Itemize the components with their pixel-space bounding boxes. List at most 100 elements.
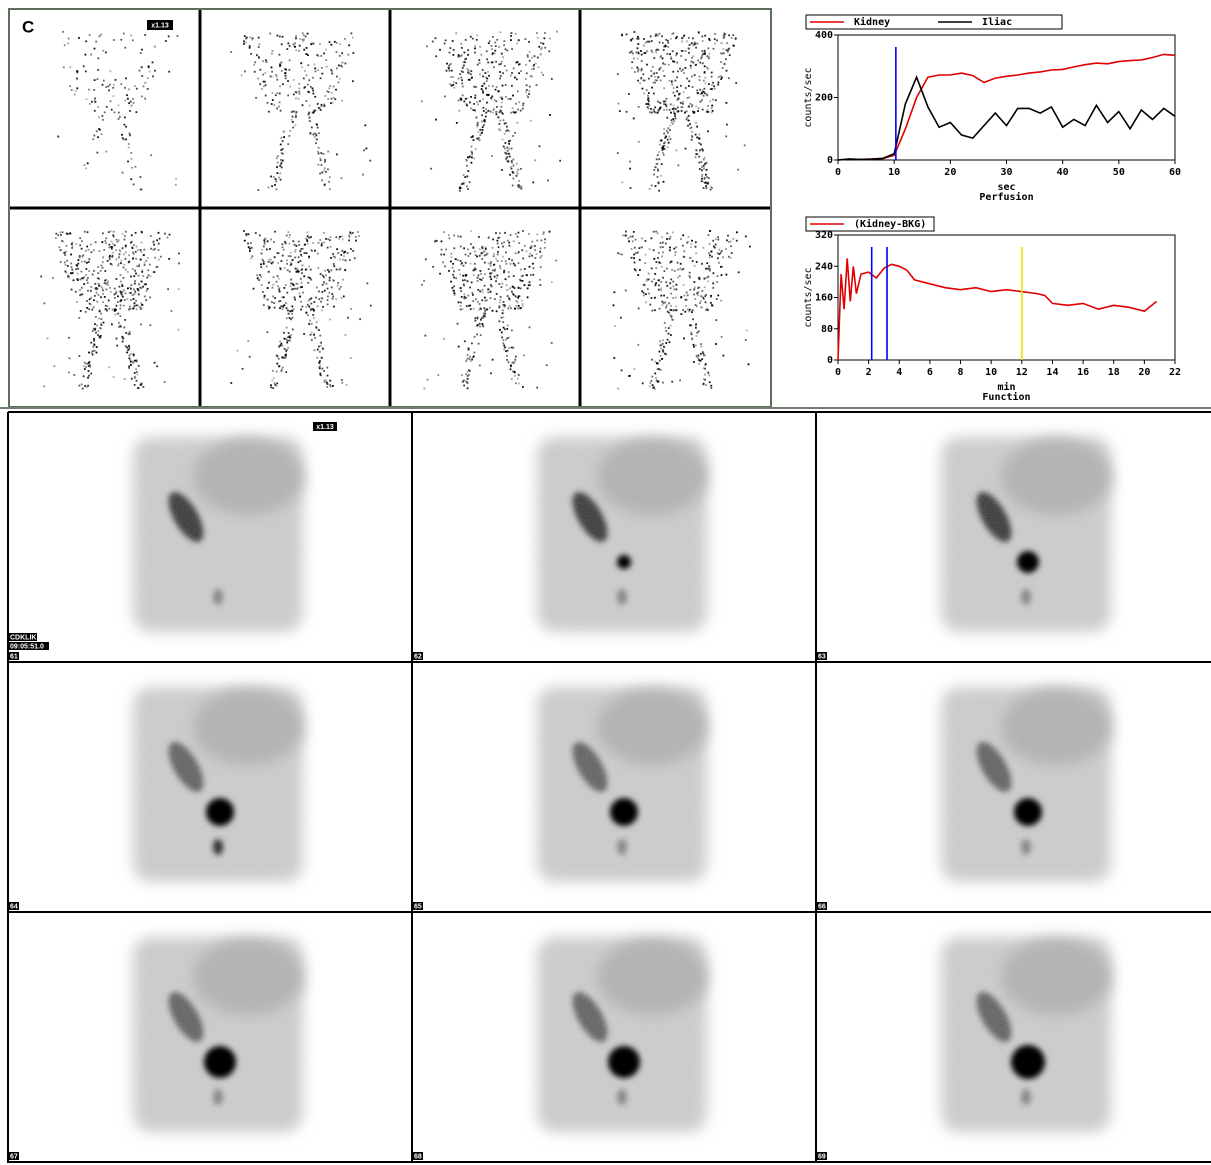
speckle — [68, 337, 70, 339]
speckle — [625, 235, 627, 237]
speckle — [674, 95, 676, 97]
speckle — [323, 232, 325, 234]
speckle — [738, 271, 740, 273]
speckle — [62, 31, 64, 33]
speckle — [695, 246, 697, 248]
speckle — [94, 79, 96, 81]
speckle — [73, 374, 75, 376]
speckle — [690, 246, 692, 248]
speckle — [102, 50, 104, 52]
speckle — [675, 108, 677, 110]
speckle — [483, 124, 485, 126]
speckle — [697, 357, 699, 359]
speckle — [663, 133, 665, 135]
speckle — [299, 88, 301, 90]
speckle — [499, 97, 501, 99]
speckle — [542, 74, 544, 76]
bladder — [1017, 551, 1039, 573]
speckle — [80, 279, 82, 281]
speckle — [532, 263, 534, 265]
speckle — [276, 157, 278, 159]
speckle — [744, 145, 746, 147]
speckle — [540, 54, 542, 56]
speckle — [337, 252, 339, 254]
speckle — [660, 355, 662, 357]
speckle — [153, 241, 155, 243]
speckle — [277, 35, 279, 37]
speckle — [148, 274, 150, 276]
speckle — [520, 70, 522, 72]
speckle — [426, 45, 428, 47]
speckle — [518, 374, 520, 376]
speckle — [261, 249, 263, 251]
speckle — [488, 75, 490, 77]
speckle — [522, 280, 524, 282]
speckle — [701, 36, 703, 38]
speckle — [286, 327, 288, 329]
speckle — [718, 82, 720, 84]
speckle — [499, 320, 501, 322]
speckle — [680, 263, 682, 265]
speckle — [93, 328, 95, 330]
speckle — [519, 63, 521, 65]
speckle — [319, 239, 321, 241]
speckle — [468, 305, 470, 307]
speckle — [657, 257, 659, 259]
speckle — [286, 307, 288, 309]
speckle — [520, 269, 522, 271]
speckle — [540, 266, 542, 268]
speckle — [510, 234, 512, 236]
speckle — [124, 319, 126, 321]
speckle — [316, 321, 318, 323]
speckle — [502, 256, 504, 258]
speckle — [486, 254, 488, 256]
speckle — [703, 187, 705, 189]
bladder — [608, 1046, 640, 1078]
speckle — [149, 71, 151, 73]
speckle — [721, 274, 723, 276]
speckle — [686, 242, 688, 244]
speckle — [691, 76, 693, 78]
speckle — [664, 353, 666, 355]
speckle — [143, 386, 145, 388]
speckle — [95, 41, 97, 43]
speckle — [342, 279, 344, 281]
speckle — [120, 300, 122, 302]
speckle — [508, 347, 510, 349]
speckle — [500, 296, 502, 298]
speckle — [684, 256, 686, 258]
speckle — [453, 285, 455, 287]
speckle — [702, 53, 704, 55]
speckle — [494, 276, 496, 278]
speckle — [310, 269, 312, 271]
speckle — [90, 286, 92, 288]
speckle — [470, 151, 472, 153]
speckle — [660, 348, 662, 350]
speckle — [513, 178, 515, 180]
speckle — [469, 287, 471, 289]
speckle — [637, 47, 639, 49]
speckle — [688, 85, 690, 87]
speckle — [294, 251, 296, 253]
speckle — [495, 258, 497, 260]
speckle — [489, 307, 491, 309]
speckle — [692, 62, 694, 64]
speckle — [669, 262, 671, 264]
speckle — [506, 153, 508, 155]
speckle — [724, 36, 726, 38]
speckle — [654, 361, 656, 363]
speckle — [104, 282, 106, 284]
speckle — [679, 275, 681, 277]
speckle — [278, 278, 280, 280]
speckle — [699, 168, 701, 170]
speckle — [147, 88, 149, 90]
speckle — [461, 79, 463, 81]
speckle — [340, 254, 342, 256]
speckle — [691, 338, 693, 340]
speckle — [621, 34, 623, 36]
speckle — [127, 98, 129, 100]
speckle — [493, 253, 495, 255]
speckle — [693, 361, 695, 363]
speckle — [453, 277, 455, 279]
speckle — [299, 293, 301, 295]
